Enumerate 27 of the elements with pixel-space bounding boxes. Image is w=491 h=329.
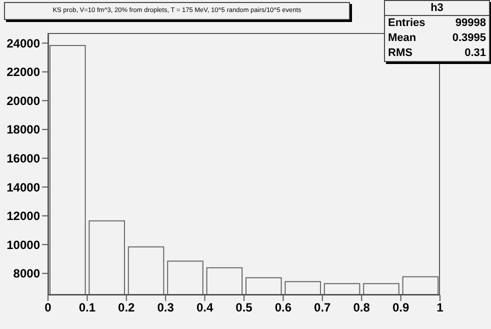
- text: 0.31: [464, 46, 486, 61]
- text: h3: [385, 1, 489, 16]
- x-tick-label: 0.2: [118, 300, 136, 315]
- y-tick-label: 8000: [13, 266, 40, 281]
- y-tick-label: 10000: [6, 238, 40, 252]
- x-tick-label: 0.6: [274, 300, 292, 315]
- x-tick-label: 1: [436, 300, 444, 315]
- y-tick-label: 18000: [6, 122, 40, 137]
- x-tick-label: 0.4: [196, 300, 214, 315]
- x-tick-label: 0.3: [157, 300, 174, 315]
- x-tick-label: 0.9: [392, 300, 410, 315]
- text: Entries: [388, 16, 426, 31]
- annotation: Mean: [388, 31, 416, 46]
- y-tick-label: 22000: [6, 65, 40, 80]
- x-tick-label: 0: [44, 300, 52, 315]
- x-tick-label: 0.1: [78, 300, 96, 315]
- y-tick-label: 24000: [6, 36, 40, 50]
- x-tick-label: 0.8: [353, 300, 370, 315]
- x-tick-label: 0.7: [314, 300, 332, 315]
- y-tick-label: 20000: [6, 94, 40, 108]
- x-tick-label: 0.5: [236, 300, 253, 315]
- y-tick-label: 16000: [6, 152, 40, 166]
- y-tick-label: 14000: [6, 180, 40, 194]
- text: 99998: [455, 16, 486, 31]
- annotation: RMS: [388, 46, 412, 61]
- text: 0.3995: [452, 31, 486, 46]
- y-tick-label: 12000: [6, 209, 40, 224]
